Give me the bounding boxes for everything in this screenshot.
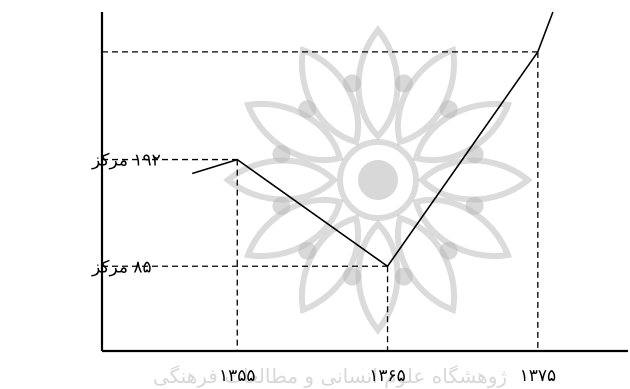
watermark-petal	[298, 45, 362, 146]
watermark-ring	[337, 139, 419, 221]
watermark-petal	[394, 214, 458, 315]
watermark-petal	[412, 196, 513, 260]
watermark-petal	[243, 196, 344, 260]
watermark-petal	[417, 157, 533, 203]
watermark-core	[358, 160, 398, 200]
x-tick-label: ۱۳۵۵	[219, 366, 256, 386]
watermark-petal	[355, 219, 401, 335]
watermark-petal	[355, 25, 401, 141]
y-tick-label: ۸۵ مرکز	[91, 257, 152, 277]
watermark-petal	[412, 100, 513, 164]
watermark-text: ژوهشگاه علوم انسانی و مطالعات فرهنگی	[153, 364, 507, 388]
y-tick-label: ۱۹۲ مرکز	[91, 151, 161, 171]
watermark-petal	[243, 100, 344, 164]
series-line	[191, 11, 554, 268]
y-tick-labels: ۱۹۲ مرکز ۸۵ مرکز	[91, 151, 161, 278]
watermark-petal	[223, 157, 339, 203]
watermark-dot	[343, 74, 362, 93]
x-tick-labels: ۱۳۵۵ ۱۳۶۵ ۱۳۷۵	[219, 366, 556, 386]
watermark-petal	[298, 214, 362, 315]
guide-lines	[102, 51, 539, 351]
x-tick-label: ۱۳۷۵	[520, 366, 557, 386]
watermark-rosette	[223, 25, 533, 335]
watermark-petal	[394, 45, 458, 146]
x-tick-label: ۱۳۶۵	[369, 366, 406, 386]
